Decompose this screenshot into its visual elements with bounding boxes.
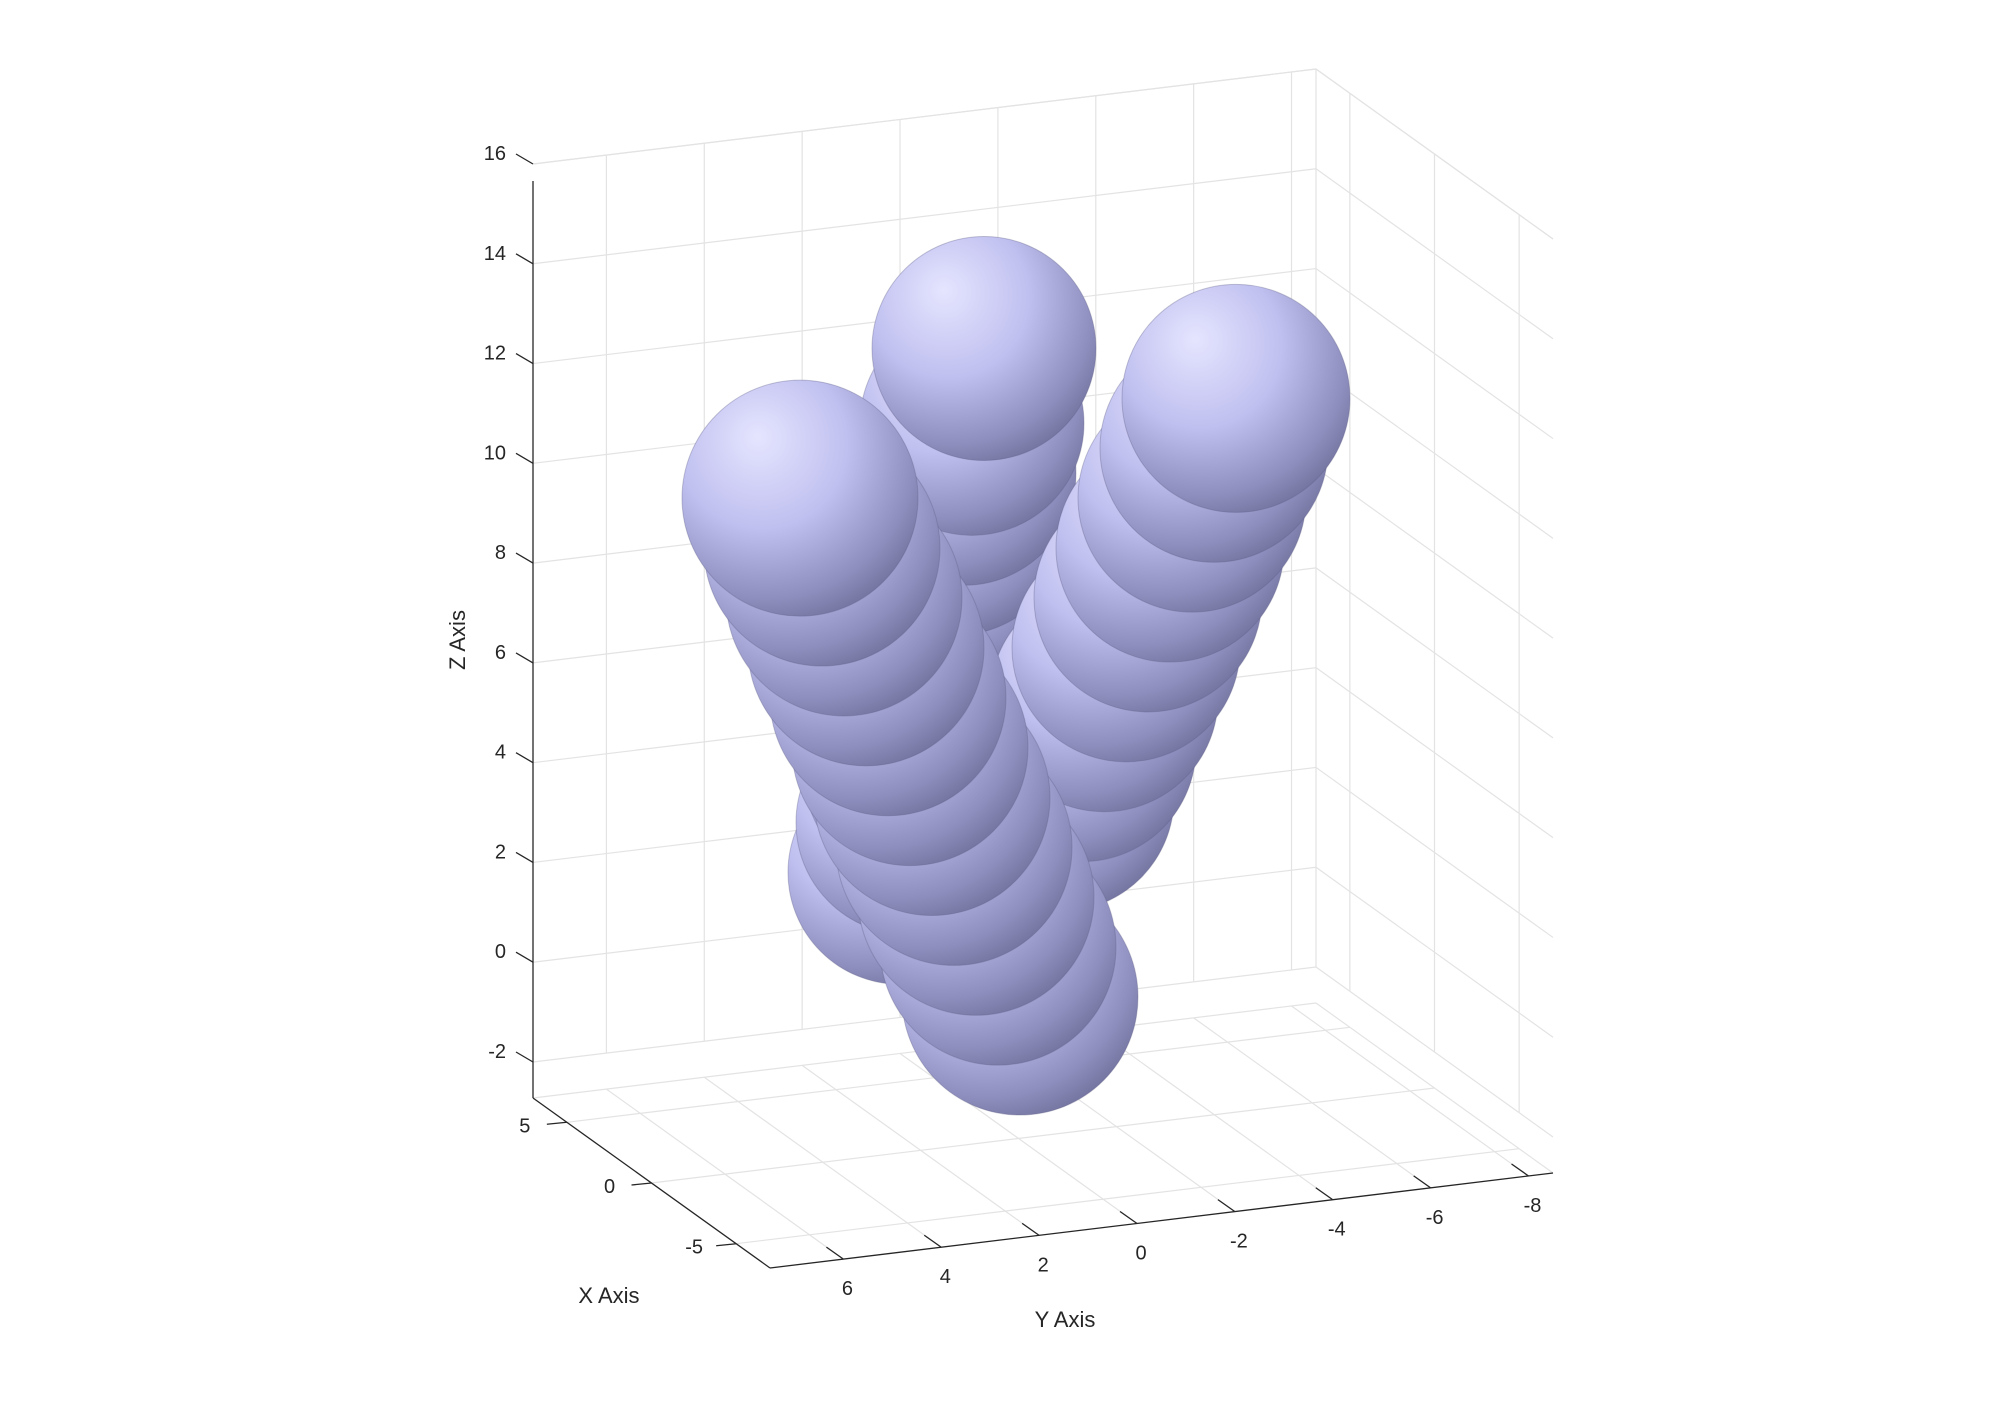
sphere bbox=[1121, 283, 1351, 513]
x-tick-mark bbox=[546, 1121, 567, 1125]
x-tick-label: 0 bbox=[604, 1176, 615, 1198]
z-axis-ticks: 16 14 12 10 8 6 4 2 0 -2 bbox=[484, 143, 534, 1063]
y-tick-label: -2 bbox=[1230, 1231, 1248, 1253]
side-wall-grid bbox=[1315, 68, 1554, 1138]
z-tick-mark bbox=[515, 951, 534, 963]
y-axis-line bbox=[769, 1172, 1554, 1269]
y-axis-title: Y Axis bbox=[1035, 1307, 1096, 1332]
z-tick-label: -2 bbox=[488, 1041, 506, 1063]
y-tick-label: 2 bbox=[1038, 1254, 1049, 1276]
y-tick-mark bbox=[1217, 1199, 1236, 1213]
x-axis-ticks: 5 0 -5 bbox=[519, 1115, 737, 1259]
y-tick-label: -8 bbox=[1524, 1195, 1542, 1217]
y-axis-ticks: 6 4 2 0 -2 -4 -6 -8 bbox=[826, 1163, 1542, 1300]
z-tick-label: 10 bbox=[484, 442, 506, 464]
z-tick-mark bbox=[515, 752, 534, 764]
z-tick-label: 0 bbox=[495, 941, 506, 963]
z-tick-label: 16 bbox=[484, 143, 506, 165]
y-tick-mark bbox=[1413, 1175, 1432, 1189]
y-tick-mark bbox=[1511, 1163, 1529, 1177]
y-tick-mark bbox=[923, 1234, 942, 1248]
sphere-surfaces[interactable] bbox=[681, 236, 1351, 1116]
z-tick-mark bbox=[515, 851, 534, 864]
z-tick-mark bbox=[515, 1051, 534, 1063]
z-tick-label: 14 bbox=[484, 243, 506, 265]
z-tick-mark bbox=[515, 552, 534, 564]
z-tick-mark bbox=[515, 452, 534, 464]
y-tick-mark bbox=[1021, 1222, 1040, 1236]
y-tick-label: 6 bbox=[842, 1278, 853, 1300]
y-tick-label: 4 bbox=[940, 1266, 951, 1288]
z-tick-label: 6 bbox=[495, 642, 506, 664]
z-tick-mark bbox=[515, 253, 534, 265]
y-tick-label: -6 bbox=[1426, 1207, 1444, 1229]
z-axis-title: Z Axis bbox=[445, 610, 470, 670]
sphere bbox=[871, 236, 1097, 461]
z-tick-mark bbox=[515, 153, 534, 165]
y-tick-label: -4 bbox=[1328, 1219, 1346, 1241]
z-tick-label: 8 bbox=[495, 542, 506, 564]
z-tick-label: 12 bbox=[484, 343, 506, 365]
y-tick-label: 0 bbox=[1135, 1242, 1146, 1264]
y-tick-mark bbox=[1315, 1187, 1334, 1201]
y-tick-mark bbox=[1119, 1210, 1138, 1224]
x-axis-title: X Axis bbox=[578, 1283, 639, 1308]
y-tick-mark bbox=[826, 1246, 844, 1260]
x-tick-mark bbox=[631, 1182, 652, 1186]
z-tick-mark bbox=[515, 352, 534, 365]
z-tick-label: 4 bbox=[495, 742, 506, 764]
x-tick-label: 5 bbox=[519, 1115, 530, 1137]
x-tick-mark bbox=[716, 1243, 737, 1247]
z-tick-label: 2 bbox=[495, 841, 506, 863]
z-tick-mark bbox=[515, 652, 534, 664]
x-tick-label: -5 bbox=[685, 1237, 703, 1259]
sphere bbox=[681, 379, 919, 617]
